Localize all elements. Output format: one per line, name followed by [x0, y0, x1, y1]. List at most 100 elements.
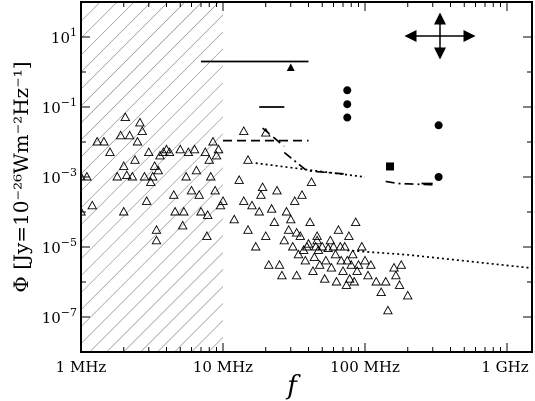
- open-triangle-point: [137, 126, 148, 135]
- open-triangle-point: [215, 200, 226, 210]
- open-triangle-point: [341, 279, 352, 289]
- open-triangle-point: [291, 270, 302, 280]
- open-triangle-point: [344, 273, 355, 283]
- open-triangle-point: [339, 241, 350, 251]
- open-triangle-point: [105, 147, 115, 156]
- y-tick-exponent: −3: [61, 166, 77, 179]
- open-triangle-point: [402, 290, 413, 300]
- open-triangle-point: [178, 206, 189, 216]
- open-triangle-point: [145, 177, 156, 186]
- open-triangle-point: [350, 217, 361, 226]
- open-triangle-point: [164, 147, 175, 156]
- open-triangle-point: [330, 249, 341, 259]
- open-triangle-point: [343, 231, 354, 240]
- open-triangle-point: [389, 262, 399, 272]
- open-triangle-point: [317, 241, 328, 251]
- open-triangle-point: [186, 185, 197, 195]
- scatter-points-layer: [81, 63, 443, 315]
- open-triangle-point: [243, 224, 253, 234]
- filled-circle-point: [343, 86, 352, 95]
- open-triangle-point: [255, 189, 266, 199]
- open-triangle-point: [266, 203, 277, 213]
- open-triangle-point: [204, 154, 215, 164]
- direction-arrows-icon: [404, 12, 476, 60]
- open-triangle-point: [297, 189, 307, 199]
- y-tick-label: 101: [51, 26, 77, 47]
- open-triangle-point: [211, 150, 222, 160]
- open-triangle-point: [213, 144, 224, 154]
- open-triangle-point: [260, 127, 271, 137]
- open-triangle-point: [305, 217, 315, 226]
- open-triangle-point: [141, 196, 152, 205]
- open-triangle-point: [382, 305, 393, 315]
- x-tick-label: 100 MHz: [330, 358, 400, 376]
- open-triangle-point: [168, 189, 179, 199]
- open-triangle-point: [328, 241, 339, 251]
- open-triangle-point: [98, 136, 109, 146]
- y-tick-label: 10−7: [42, 306, 77, 327]
- open-triangle-point: [115, 130, 126, 140]
- open-triangle-point: [283, 224, 294, 234]
- open-triangle-point: [210, 185, 221, 195]
- open-triangle-point: [376, 287, 387, 296]
- open-triangle-point: [309, 252, 320, 261]
- open-triangle-point: [394, 279, 405, 289]
- open-triangle-point: [250, 241, 261, 251]
- open-triangle-point: [194, 189, 205, 199]
- open-triangle-point: [151, 235, 162, 245]
- open-triangle-point: [121, 170, 132, 180]
- open-triangle-point: [147, 171, 158, 181]
- open-triangle-point: [347, 249, 358, 259]
- open-triangle-point: [306, 177, 317, 186]
- filled-circle-point: [434, 121, 443, 130]
- open-triangle-point: [202, 209, 213, 219]
- open-triangle-point: [371, 276, 382, 286]
- open-triangle-point: [118, 161, 129, 170]
- filled-circle-point: [343, 100, 352, 109]
- open-triangle-point: [291, 227, 302, 237]
- open-triangle-point: [205, 171, 216, 181]
- open-triangle-point: [342, 255, 353, 265]
- open-triangle-point: [132, 136, 143, 146]
- open-triangle-point: [349, 276, 360, 286]
- open-triangle-point: [353, 259, 364, 269]
- open-triangle-point: [127, 171, 138, 181]
- filled-square-point: [386, 162, 395, 171]
- open-triangle-point: [333, 224, 344, 234]
- open-triangle-point: [200, 147, 211, 156]
- open-triangle-point: [325, 235, 336, 245]
- open-triangle-point: [112, 171, 123, 181]
- open-triangle-point: [238, 126, 249, 135]
- open-triangle-point: [143, 147, 154, 156]
- open-triangle-point: [312, 231, 323, 240]
- y-tick-label: 10−5: [42, 236, 77, 257]
- open-triangle-point: [331, 276, 342, 286]
- open-triangle-point: [124, 130, 135, 140]
- open-triangle-point: [380, 276, 391, 286]
- open-triangle-point: [336, 255, 347, 265]
- open-triangle-point: [263, 259, 274, 269]
- x-tick-label: 1 MHz: [56, 358, 107, 376]
- open-triangle-point: [281, 206, 292, 216]
- open-triangle-point: [300, 255, 311, 265]
- y-tick-exponent: 1: [70, 26, 77, 39]
- open-triangle-point: [130, 154, 140, 164]
- open-triangle-point: [81, 206, 86, 216]
- open-triangle-point: [314, 259, 325, 269]
- open-triangle-point: [175, 144, 186, 154]
- open-triangle-point: [356, 241, 367, 251]
- y-tick-base: 10: [42, 99, 61, 117]
- open-triangle-point: [229, 214, 240, 224]
- y-tick-base: 10: [42, 239, 61, 257]
- open-triangle-point: [234, 174, 245, 184]
- y-tick-exponent: −7: [61, 306, 77, 319]
- open-triangle-point: [81, 171, 92, 181]
- dashed-line: [262, 127, 285, 148]
- filled-circle-point: [434, 173, 443, 181]
- open-triangle-point: [287, 241, 298, 251]
- open-triangle-point: [272, 185, 282, 195]
- x-axis-title: f: [285, 371, 301, 401]
- open-triangle-point: [189, 144, 200, 154]
